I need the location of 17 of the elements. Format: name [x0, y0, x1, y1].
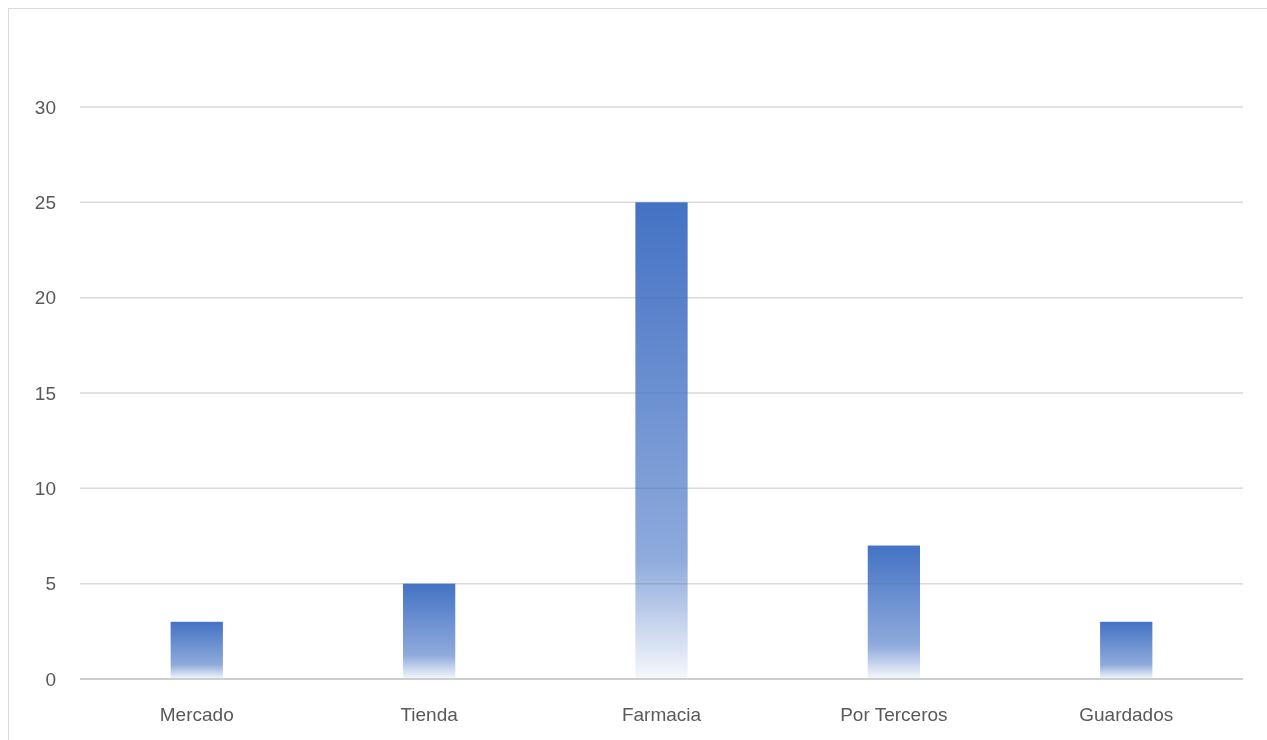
x-tick-label: Mercado: [159, 704, 234, 725]
y-tick-label: 25: [34, 191, 56, 213]
y-tick-label: 30: [34, 96, 56, 118]
y-tick-label: 20: [34, 287, 56, 309]
y-tick-label: 0: [45, 668, 56, 690]
x-tick-label: Tienda: [400, 704, 459, 725]
y-tick-label: 10: [34, 477, 56, 499]
x-tick-label: Por Terceros: [840, 704, 948, 725]
bar: [402, 583, 456, 679]
bar: [1100, 621, 1153, 679]
x-tick-label: Farmacia: [621, 704, 702, 725]
y-tick-label: 5: [45, 573, 56, 595]
x-tick-label: Guardados: [1079, 704, 1174, 725]
bar: [867, 545, 921, 679]
y-tick-label: 15: [34, 382, 56, 404]
bar: [635, 202, 688, 679]
bar: [170, 621, 223, 679]
